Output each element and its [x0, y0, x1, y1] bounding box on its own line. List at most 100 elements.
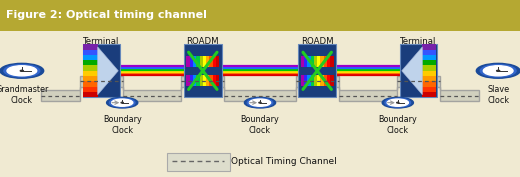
Bar: [327, 75, 330, 86]
Bar: [304, 56, 307, 67]
Bar: [83, 76, 98, 81]
Bar: [83, 81, 98, 87]
Bar: [307, 56, 310, 67]
Bar: [0, 0, 520, 31]
Circle shape: [397, 102, 399, 103]
Bar: [190, 56, 193, 67]
Bar: [206, 56, 210, 67]
Bar: [200, 75, 203, 86]
Bar: [422, 65, 436, 71]
Bar: [83, 87, 98, 92]
Bar: [422, 71, 436, 76]
Bar: [400, 44, 437, 97]
Bar: [83, 65, 98, 71]
Bar: [196, 75, 200, 86]
Bar: [213, 56, 216, 67]
Circle shape: [483, 66, 513, 76]
Bar: [167, 153, 230, 171]
Bar: [83, 55, 98, 60]
Bar: [83, 44, 120, 97]
Bar: [83, 60, 98, 65]
Circle shape: [20, 70, 23, 71]
Text: Terminal: Terminal: [400, 37, 437, 46]
Bar: [83, 50, 98, 55]
Bar: [186, 75, 190, 86]
Bar: [216, 75, 219, 86]
Bar: [422, 81, 436, 87]
Text: Terminal: Terminal: [83, 37, 120, 46]
Bar: [190, 75, 193, 86]
Circle shape: [497, 70, 500, 71]
Bar: [314, 75, 317, 86]
Text: Slave
Clock: Slave Clock: [487, 85, 509, 105]
Circle shape: [476, 63, 520, 78]
Bar: [210, 56, 213, 67]
Bar: [206, 75, 210, 86]
Bar: [298, 44, 336, 97]
Bar: [324, 56, 327, 67]
Bar: [324, 75, 327, 86]
Circle shape: [7, 66, 37, 76]
Bar: [186, 56, 190, 67]
Bar: [301, 56, 304, 67]
Circle shape: [121, 102, 123, 103]
Circle shape: [4, 65, 40, 77]
Bar: [422, 92, 436, 97]
Bar: [184, 44, 222, 97]
Bar: [310, 75, 314, 86]
Text: Boundary
Clock: Boundary Clock: [379, 115, 417, 135]
Bar: [327, 56, 330, 67]
Circle shape: [109, 98, 135, 107]
Bar: [203, 56, 206, 67]
Bar: [320, 75, 324, 86]
Bar: [307, 75, 310, 86]
Bar: [200, 56, 203, 67]
Bar: [317, 75, 320, 86]
Bar: [304, 75, 307, 86]
Text: Boundary
Clock: Boundary Clock: [103, 115, 141, 135]
Circle shape: [387, 99, 408, 106]
Circle shape: [382, 97, 413, 108]
Bar: [320, 56, 324, 67]
Bar: [317, 56, 320, 67]
Polygon shape: [98, 47, 118, 95]
Bar: [422, 55, 436, 60]
Bar: [196, 56, 200, 67]
Text: ROADM: ROADM: [187, 37, 219, 46]
Polygon shape: [402, 47, 422, 95]
Bar: [193, 56, 196, 67]
Bar: [83, 44, 98, 50]
Bar: [314, 56, 317, 67]
Bar: [83, 92, 98, 97]
Text: ROADM: ROADM: [301, 37, 333, 46]
Bar: [422, 50, 436, 55]
Circle shape: [480, 65, 516, 77]
Circle shape: [247, 98, 273, 107]
Bar: [422, 87, 436, 92]
Bar: [83, 71, 98, 76]
Bar: [216, 56, 219, 67]
Bar: [330, 75, 334, 86]
Bar: [422, 60, 436, 65]
Circle shape: [112, 99, 133, 106]
Text: Figure 2: Optical timing channel: Figure 2: Optical timing channel: [6, 10, 207, 21]
Bar: [330, 56, 334, 67]
Bar: [203, 75, 206, 86]
Text: Boundary
Clock: Boundary Clock: [241, 115, 279, 135]
Bar: [310, 56, 314, 67]
Circle shape: [0, 63, 44, 78]
Bar: [210, 75, 213, 86]
Bar: [193, 75, 196, 86]
Bar: [422, 44, 436, 50]
Bar: [213, 75, 216, 86]
Circle shape: [107, 97, 138, 108]
Circle shape: [244, 97, 276, 108]
Text: Optical Timing Channel: Optical Timing Channel: [231, 157, 337, 165]
Bar: [301, 75, 304, 86]
Text: Grandmaster
Clock: Grandmaster Clock: [0, 85, 48, 105]
Circle shape: [385, 98, 411, 107]
Bar: [422, 76, 436, 81]
Circle shape: [259, 102, 261, 103]
Circle shape: [250, 99, 270, 106]
Polygon shape: [42, 76, 478, 101]
